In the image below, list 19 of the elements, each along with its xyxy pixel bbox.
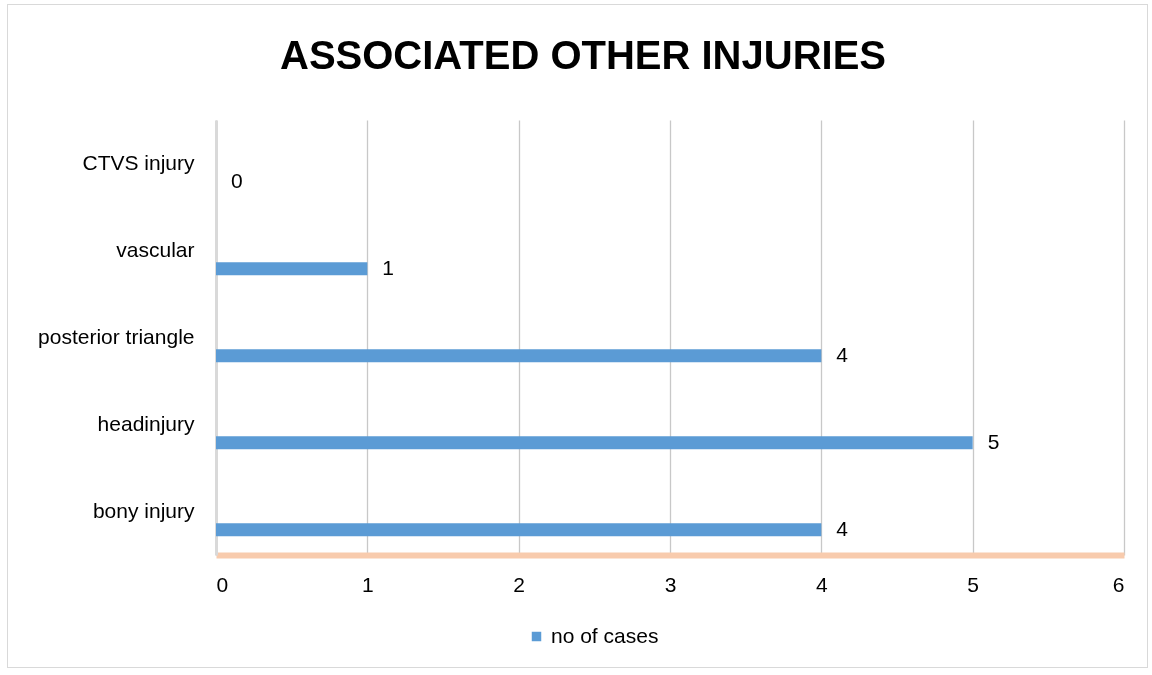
y-tick-label: headinjury bbox=[97, 411, 195, 435]
x-tick-label: 3 bbox=[664, 572, 677, 596]
x-tick-label: 0 bbox=[216, 572, 229, 596]
legend-label: no of cases bbox=[551, 623, 659, 647]
y-tick-label: vascular bbox=[116, 237, 195, 261]
data-label: 1 bbox=[382, 255, 395, 279]
data-label: 4 bbox=[836, 516, 849, 540]
y-tick-label: CTVS injury bbox=[82, 150, 195, 174]
data-label: 5 bbox=[987, 429, 1000, 453]
data-label: 0 bbox=[231, 168, 243, 192]
chart-title: ASSOCIATED OTHER INJURIES bbox=[280, 33, 886, 77]
x-tick-label: 1 bbox=[361, 572, 374, 596]
data-label: 4 bbox=[836, 342, 849, 366]
y-tick-label: bony injury bbox=[92, 498, 195, 522]
x-tick-label: 2 bbox=[513, 572, 526, 596]
y-tick-label: posterior triangle bbox=[38, 324, 195, 348]
x-tick-label: 5 bbox=[967, 572, 980, 596]
x-tick-label: 4 bbox=[815, 572, 828, 596]
x-tick-label: 6 bbox=[1112, 572, 1125, 596]
